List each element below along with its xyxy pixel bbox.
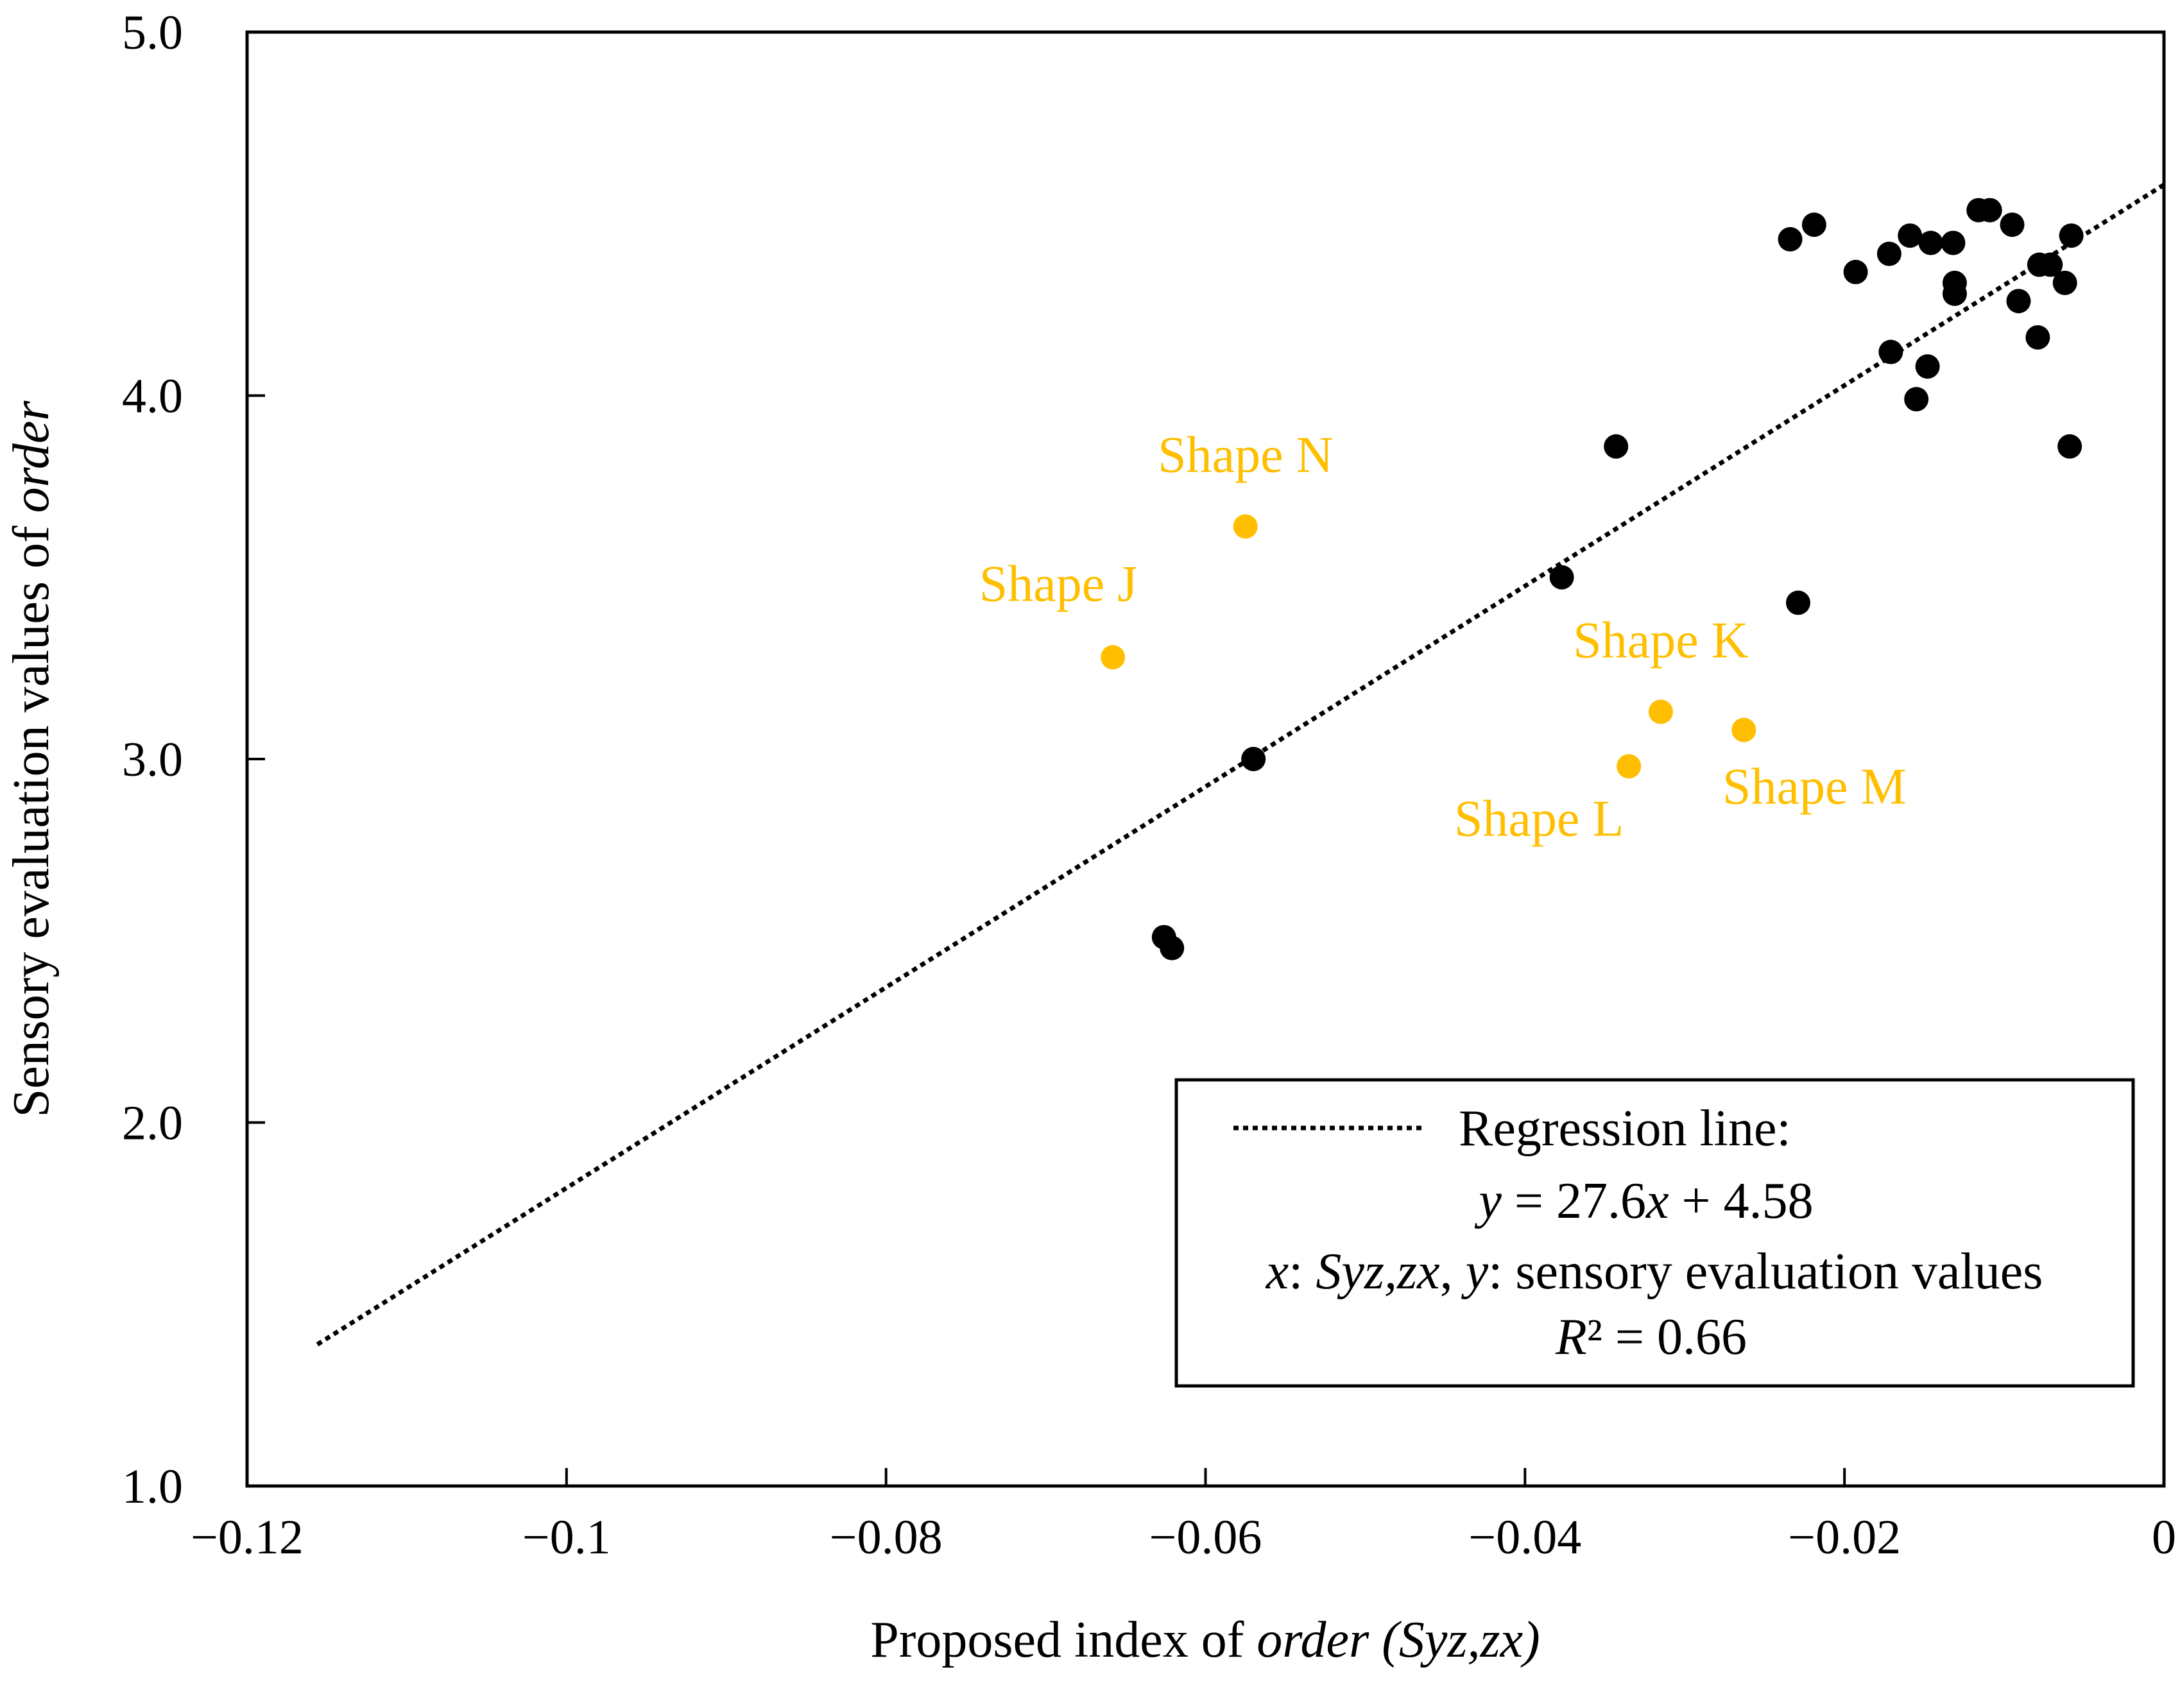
x-axis-title-part: (Syz,zx): [1369, 1612, 1540, 1668]
data-point: [1785, 590, 1810, 615]
legend-def-part: :: [1289, 1243, 1316, 1300]
x-tick-label: 0: [2152, 1510, 2176, 1564]
data-point: [2038, 252, 2063, 277]
data-point: [1918, 230, 1943, 255]
data-point: [1876, 241, 1901, 266]
highlighted-point-label: Shape K: [1573, 612, 1748, 669]
data-point: [2000, 212, 2025, 237]
data-point: [1942, 281, 1967, 306]
y-axis-ticks: 1.0 2.0 3.0 4.0 5.0: [122, 6, 265, 1514]
data-point: [1801, 212, 1826, 237]
highlighted-point-label: Shape L: [1454, 790, 1624, 847]
y-tick-label: 4.0: [122, 370, 183, 423]
y-axis-title-italic: order: [3, 400, 60, 513]
x-tick-label: −0.06: [1149, 1510, 1262, 1564]
data-point: [1778, 226, 1803, 252]
regression-line-group: [316, 182, 2165, 1347]
point-labels: Shape N Shape J Shape K Shape L Shape M: [979, 427, 1907, 847]
legend-r-squared: R² = 0.66: [1555, 1309, 1747, 1365]
legend-equation: y = 27.6x + 4.58: [1474, 1173, 1813, 1229]
highlighted-data-point: [1731, 717, 1756, 742]
legend-title: Regression line:: [1459, 1100, 1791, 1157]
data-point: [2006, 289, 2031, 314]
x-axis-title: Proposed index of order (Syz,zx): [870, 1612, 1540, 1668]
legend-def-part: ,: [1440, 1243, 1466, 1300]
y-tick-label: 5.0: [122, 6, 183, 60]
highlighted-data-point: [1617, 754, 1642, 779]
highlighted-data-point: [1101, 645, 1126, 670]
y-tick-label: 2.0: [122, 1097, 183, 1150]
legend-def-y: y: [1461, 1243, 1489, 1300]
legend-def-part: : sensory evaluation values: [1488, 1243, 2043, 1300]
highlighted-point-label: Shape J: [979, 556, 1138, 612]
legend-eq-x: x: [1645, 1173, 1669, 1229]
highlighted-data-point: [1233, 514, 1258, 539]
legend-box: [1174, 1078, 2135, 1388]
legend-r: R: [1555, 1309, 1587, 1365]
data-point: [1241, 747, 1266, 771]
y-axis-title: Sensory evaluation values of order: [3, 400, 60, 1118]
data-point: [1904, 387, 1929, 412]
data-point: [2025, 325, 2050, 350]
highlighted-data-point: [1648, 699, 1673, 724]
x-tick-label: −0.1: [522, 1510, 611, 1564]
data-point: [2059, 223, 2084, 248]
legend-r2-value: ² = 0.66: [1587, 1309, 1747, 1365]
data-point: [1878, 339, 1903, 364]
x-tick-label: −0.08: [830, 1510, 943, 1564]
data-point: [1941, 230, 1966, 255]
data-point: [1160, 935, 1185, 961]
data-point: [1898, 223, 1923, 248]
y-tick-label: 1.0: [122, 1460, 183, 1514]
legend-eq-part: + 4.58: [1669, 1173, 1814, 1229]
legend-def-x: x: [1266, 1243, 1289, 1300]
x-axis-ticks: −0.12 −0.1 −0.08 −0.06 −0.04 −0.02 0: [191, 1468, 2176, 1564]
y-tick-label: 3.0: [122, 733, 183, 787]
highlighted-point-label: Shape N: [1158, 427, 1333, 483]
x-tick-label: −0.04: [1468, 1510, 1581, 1564]
legend-def-syz: Syz,zx: [1316, 1243, 1439, 1300]
x-axis-title-italic: order: [1257, 1612, 1369, 1668]
x-axis-title-part: Proposed index of: [870, 1612, 1257, 1668]
data-point: [1604, 434, 1629, 459]
data-points: [1101, 198, 2084, 961]
data-point: [1977, 198, 2002, 223]
data-point: [2057, 434, 2082, 459]
data-point: [2052, 270, 2077, 295]
data-point: [1549, 565, 1574, 590]
highlighted-point-label: Shape M: [1722, 759, 1907, 816]
x-tick-label: −0.02: [1788, 1510, 1901, 1564]
legend-eq-y: y: [1474, 1173, 1502, 1229]
y-axis-title-part: Sensory evaluation values of: [3, 513, 60, 1117]
data-point: [1843, 259, 1868, 284]
x-tick-label: −0.12: [191, 1510, 304, 1564]
legend-eq-part: = 27.6: [1502, 1173, 1646, 1229]
data-point: [1915, 354, 1940, 379]
legend-definition: x: Syz,zx, y: sensory evaluation values: [1266, 1243, 2043, 1300]
legend: Regression line: y = 27.6x + 4.58 x: Syz…: [1174, 1078, 2135, 1388]
regression-line: [316, 182, 2165, 1347]
